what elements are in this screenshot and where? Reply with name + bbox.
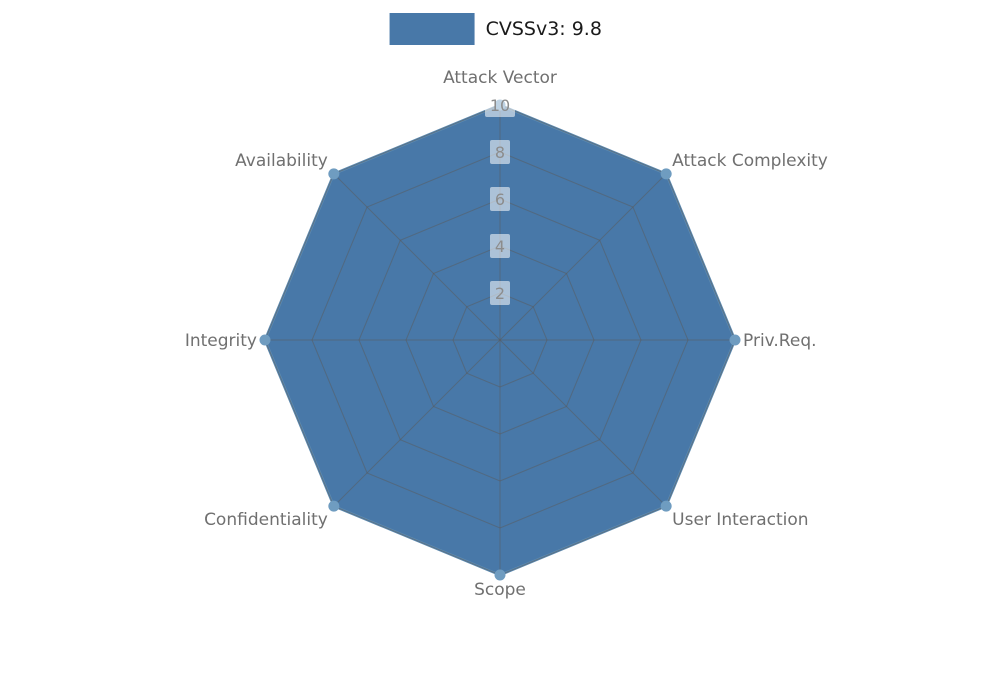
legend: CVSSv3: 9.8: [389, 13, 602, 45]
axis-line: [333, 339, 501, 507]
axis-label-confidentiality: Confidentiality: [204, 510, 328, 530]
tick-label-bg: [490, 140, 510, 164]
tick-label: 8: [495, 143, 505, 162]
tick-label-bg: [490, 187, 510, 211]
legend-swatch: [389, 13, 475, 45]
tick-label-bg: [485, 93, 515, 117]
axis-line: [499, 339, 667, 507]
axis-label-attack-complexity: Attack Complexity: [672, 151, 828, 171]
series-marker: [328, 168, 340, 180]
axis-label-integrity: Integrity: [185, 331, 257, 351]
axis-label-availability: Availability: [235, 151, 328, 171]
series-marker: [328, 500, 340, 512]
tick-label: 10: [490, 96, 510, 115]
legend-label: CVSSv3: 9.8: [485, 18, 602, 40]
series-marker: [729, 334, 741, 346]
axis-label-priv-req: Priv.Req.: [743, 331, 817, 351]
series-marker: [494, 569, 506, 581]
tick-label: 2: [495, 284, 505, 303]
axis-label-user-interaction: User Interaction: [672, 510, 808, 530]
axis-line: [499, 173, 667, 341]
series-marker: [660, 500, 672, 512]
axis-line: [333, 173, 501, 341]
series-marker: [259, 334, 271, 346]
tick-label-bg: [490, 234, 510, 258]
tick-label-bg: [490, 281, 510, 305]
axis-label-scope: Scope: [474, 580, 526, 600]
axis-label-attack-vector: Attack Vector: [443, 68, 557, 88]
tick-label: 6: [495, 190, 505, 209]
series-marker: [660, 168, 672, 180]
tick-label: 4: [495, 237, 505, 256]
